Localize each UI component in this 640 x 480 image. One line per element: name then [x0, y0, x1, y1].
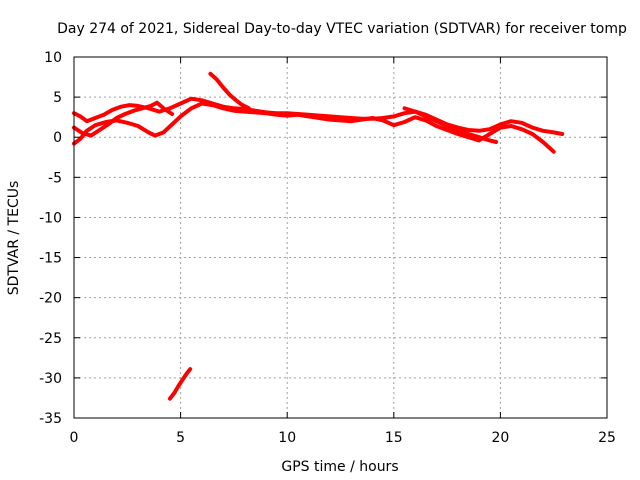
y-tick-label: -15 — [39, 251, 62, 267]
chart-title: Day 274 of 2021, Sidereal Day-to-day VTE… — [57, 21, 627, 37]
x-tick-label: 10 — [278, 430, 296, 446]
y-tick-labels: 10 5 0 -5 -10 -15 -20 -25 -30 -35 — [39, 50, 62, 427]
series-line-trace-c — [208, 71, 251, 111]
x-tick-label: 15 — [385, 430, 403, 446]
y-tick-label: 5 — [53, 90, 62, 106]
y-tick-label: -30 — [39, 371, 62, 387]
x-tick-label: 20 — [491, 430, 509, 446]
x-tick-labels: 0 5 10 15 20 25 — [70, 430, 616, 446]
x-tick-label: 5 — [176, 430, 185, 446]
data-series — [72, 71, 565, 401]
x-axis-title: GPS time / hours — [281, 459, 398, 475]
plot-frame — [73, 56, 608, 419]
series-line-trace-d — [72, 100, 175, 138]
y-tick-label: -5 — [48, 170, 62, 186]
y-tick-label: 0 — [53, 130, 62, 146]
series-line-trace-f — [167, 367, 193, 401]
y-tick-label: -10 — [39, 210, 62, 226]
series-line-trace-b — [72, 101, 556, 154]
y-tick-label: -35 — [39, 411, 62, 427]
y-tick-label: -25 — [39, 331, 62, 347]
x-tick-label: 0 — [70, 430, 79, 446]
x-tick-label: 25 — [598, 430, 616, 446]
axis-ticks — [73, 56, 608, 419]
series-line-trace-e — [402, 106, 499, 144]
y-axis-title: SDTVAR / TECUs — [6, 181, 22, 296]
y-tick-label: -20 — [39, 291, 62, 307]
y-tick-label: 10 — [44, 50, 62, 66]
